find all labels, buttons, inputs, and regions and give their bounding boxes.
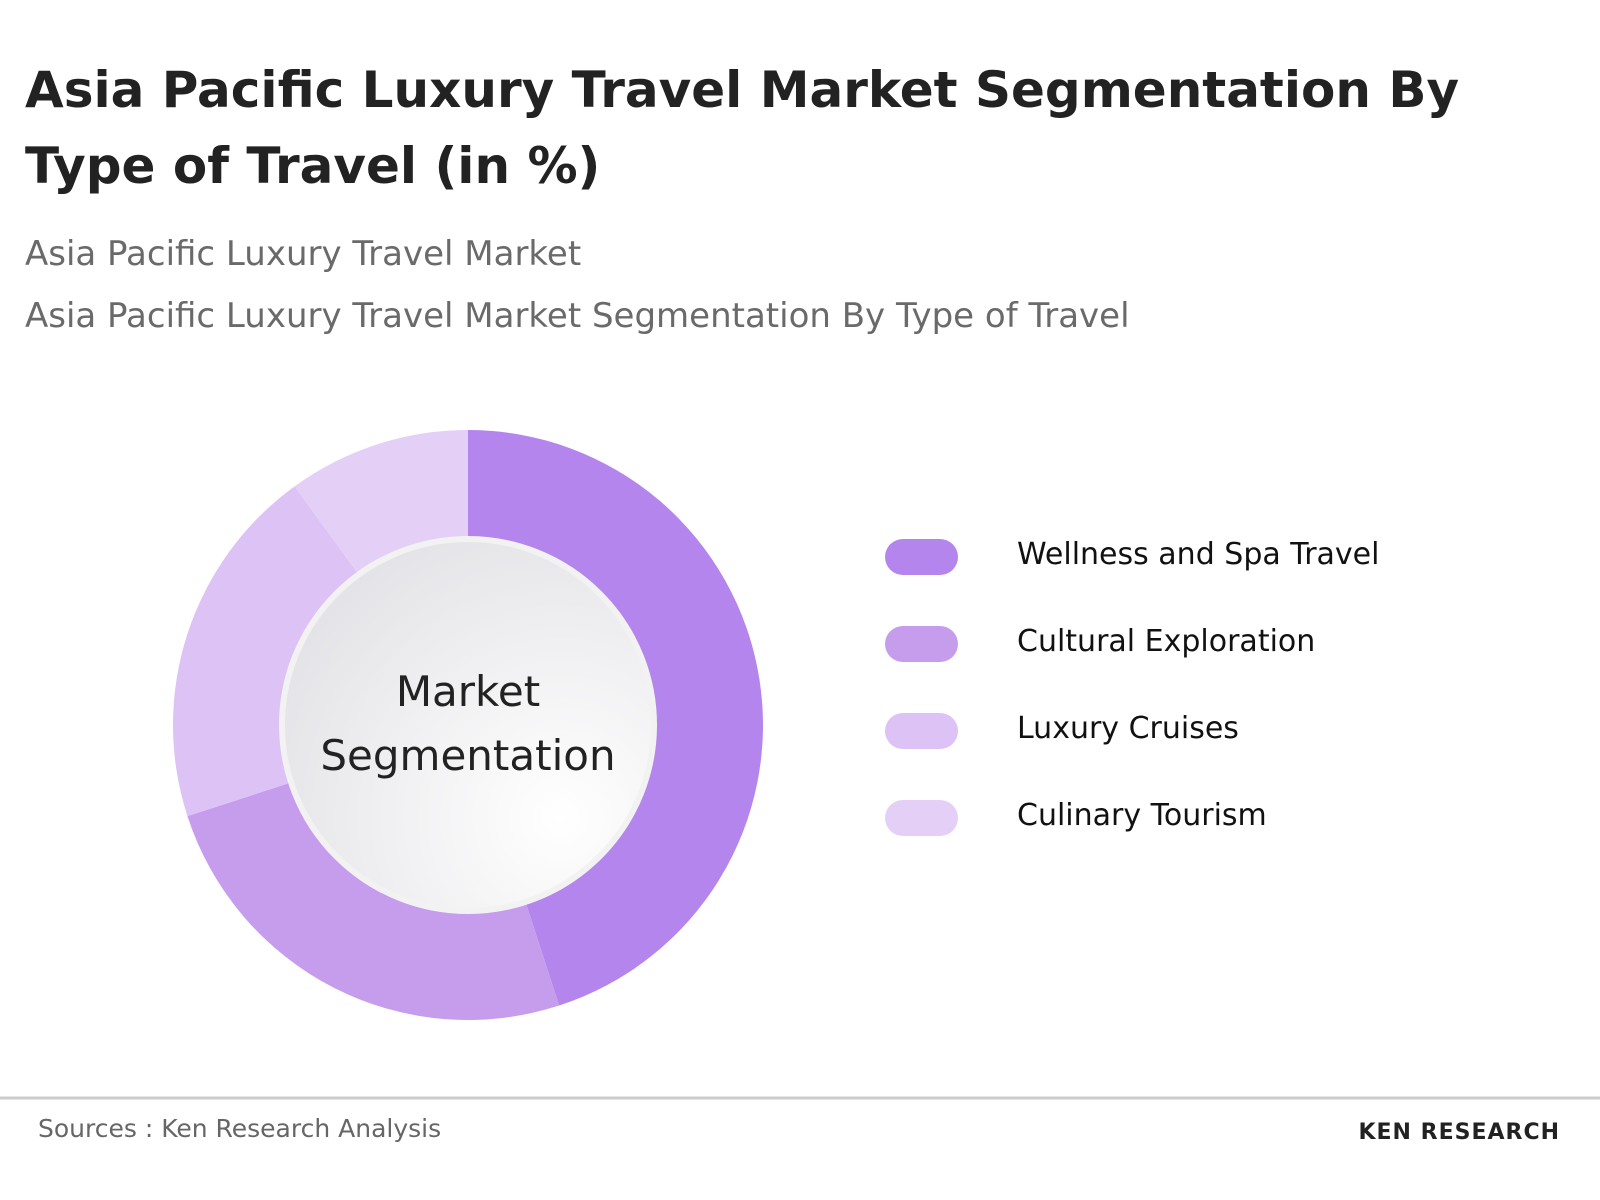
center-disc xyxy=(279,536,657,914)
subtitle: Asia Pacific Luxury Travel Market Segmen… xyxy=(25,296,1130,336)
chart-title: Asia Pacific Luxury Travel Market Segmen… xyxy=(25,61,1460,195)
legend-label: Cultural Exploration xyxy=(1017,624,1316,659)
logo: KEN RESEARCH xyxy=(1358,1120,1560,1145)
legend-swatch xyxy=(885,800,958,836)
legend-swatch xyxy=(885,626,958,662)
legend-label: Culinary Tourism xyxy=(1017,798,1267,833)
legend-label: Wellness and Spa Travel xyxy=(1017,537,1380,572)
legend-swatch xyxy=(885,713,958,749)
legend-label: Luxury Cruises xyxy=(1017,711,1239,746)
subtitle: Asia Pacific Luxury Travel Market xyxy=(25,234,582,274)
legend-swatch xyxy=(885,539,958,575)
source: Sources : Ken Research Analysis xyxy=(38,1114,442,1143)
center-label: Market Segmentation xyxy=(320,667,616,780)
